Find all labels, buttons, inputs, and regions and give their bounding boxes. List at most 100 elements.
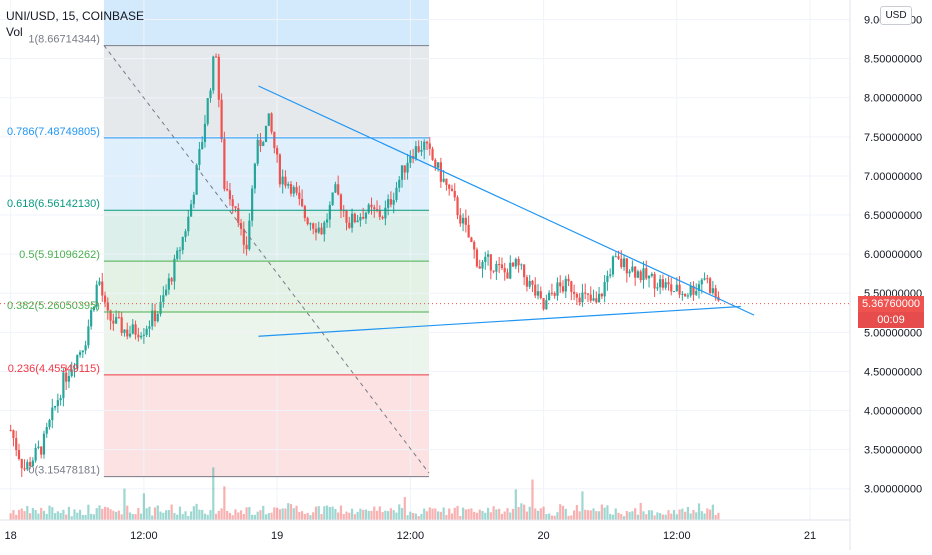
trendline-lower[interactable] [258, 305, 741, 337]
volume-bar [478, 509, 481, 520]
volume-bar [128, 512, 132, 520]
candle-body [259, 139, 262, 147]
volume-bar [106, 507, 109, 520]
candle-body [237, 208, 240, 223]
currency-button[interactable]: USD [880, 6, 912, 25]
volume-bar [450, 513, 454, 520]
volume-bar [509, 512, 512, 520]
volume-bar [556, 512, 559, 520]
volume-bar [467, 509, 470, 520]
candle-body [620, 258, 623, 268]
volume-bar [26, 505, 29, 520]
candle-body [509, 262, 512, 279]
volume-bar [573, 510, 576, 520]
volume-bar [320, 513, 323, 520]
y-tick-label: 3.50000000 [864, 445, 922, 457]
candle-body [128, 333, 132, 337]
volume-bar [109, 509, 112, 520]
candle-body [495, 263, 498, 272]
volume-bar [17, 509, 21, 520]
candle-body [586, 293, 590, 295]
symbol-title[interactable]: UNI/USD, 15, COINBASE [6, 9, 145, 23]
volume-bar [659, 513, 662, 520]
candle-body [212, 56, 215, 91]
volume-bar [636, 514, 640, 520]
trendline-upper[interactable] [258, 85, 755, 316]
volume-bar [498, 508, 501, 520]
volume-bar [40, 507, 43, 520]
candle-body [556, 282, 559, 296]
volume-bar [456, 505, 459, 520]
candle-body [561, 286, 565, 292]
volume-indicator-label[interactable]: Vol [6, 25, 23, 39]
volume-bar [550, 515, 554, 520]
volume-bar [617, 512, 620, 520]
volume-bar [536, 510, 540, 520]
y-tick-label: 8.50000000 [864, 54, 922, 66]
candle-body [312, 223, 315, 229]
volume-bar [281, 508, 284, 520]
volume-bar [584, 509, 587, 520]
candle-body [417, 146, 420, 152]
volume-bar [70, 516, 73, 520]
volume-bar [622, 516, 626, 520]
candle-body [592, 298, 595, 301]
candle-body [622, 258, 626, 268]
volume-bar [625, 511, 628, 520]
candle-body [659, 279, 662, 288]
candle-body [423, 141, 426, 150]
candle-body [656, 287, 659, 289]
candle-body [639, 271, 642, 281]
volume-bar [642, 511, 645, 520]
volume-bar [675, 514, 678, 520]
volume-bar [206, 514, 209, 520]
candle-body [714, 288, 717, 297]
volume-bar [142, 493, 145, 520]
volume-bar [287, 503, 290, 520]
volume-bar [431, 508, 434, 520]
candle-body [84, 345, 87, 351]
candle-body [317, 227, 320, 233]
candle-body [373, 207, 376, 210]
candle-body [164, 289, 168, 296]
volume-bar [192, 506, 195, 520]
volume-bar [692, 509, 695, 520]
candle-body [489, 254, 492, 271]
volume-bar [628, 512, 631, 520]
volume-bar [656, 512, 659, 520]
candle-body [256, 139, 259, 164]
volume-bar [337, 512, 340, 520]
candle-body [276, 148, 279, 155]
volume-bar [117, 510, 121, 520]
candle-body [664, 282, 667, 288]
volume-bar [264, 514, 268, 520]
volume-bar [53, 513, 57, 520]
candle-body [473, 242, 476, 250]
candle-body [437, 162, 440, 168]
volume-bar [156, 505, 159, 520]
candle-body [645, 268, 648, 279]
candle-body [350, 213, 354, 228]
volume-bar [561, 505, 565, 520]
volume-bar [423, 508, 426, 520]
x-tick-label: 12:00 [397, 530, 425, 542]
volume-bar [9, 513, 12, 520]
candle-body [248, 220, 251, 250]
trendline-diagonal[interactable] [103, 45, 430, 474]
volume-bar [706, 508, 709, 520]
candle-body [678, 284, 681, 295]
volume-bar [214, 513, 218, 520]
candle-body [370, 204, 373, 208]
volume-bar [420, 513, 423, 520]
candle-body [339, 194, 343, 211]
volume-bar [259, 510, 262, 520]
candle-body [686, 295, 690, 297]
volume-bar [148, 506, 151, 520]
candle-body [625, 258, 628, 274]
candle-body [536, 291, 540, 296]
candle-body [409, 156, 412, 163]
candle-body [156, 313, 159, 322]
candle-body [48, 420, 51, 428]
